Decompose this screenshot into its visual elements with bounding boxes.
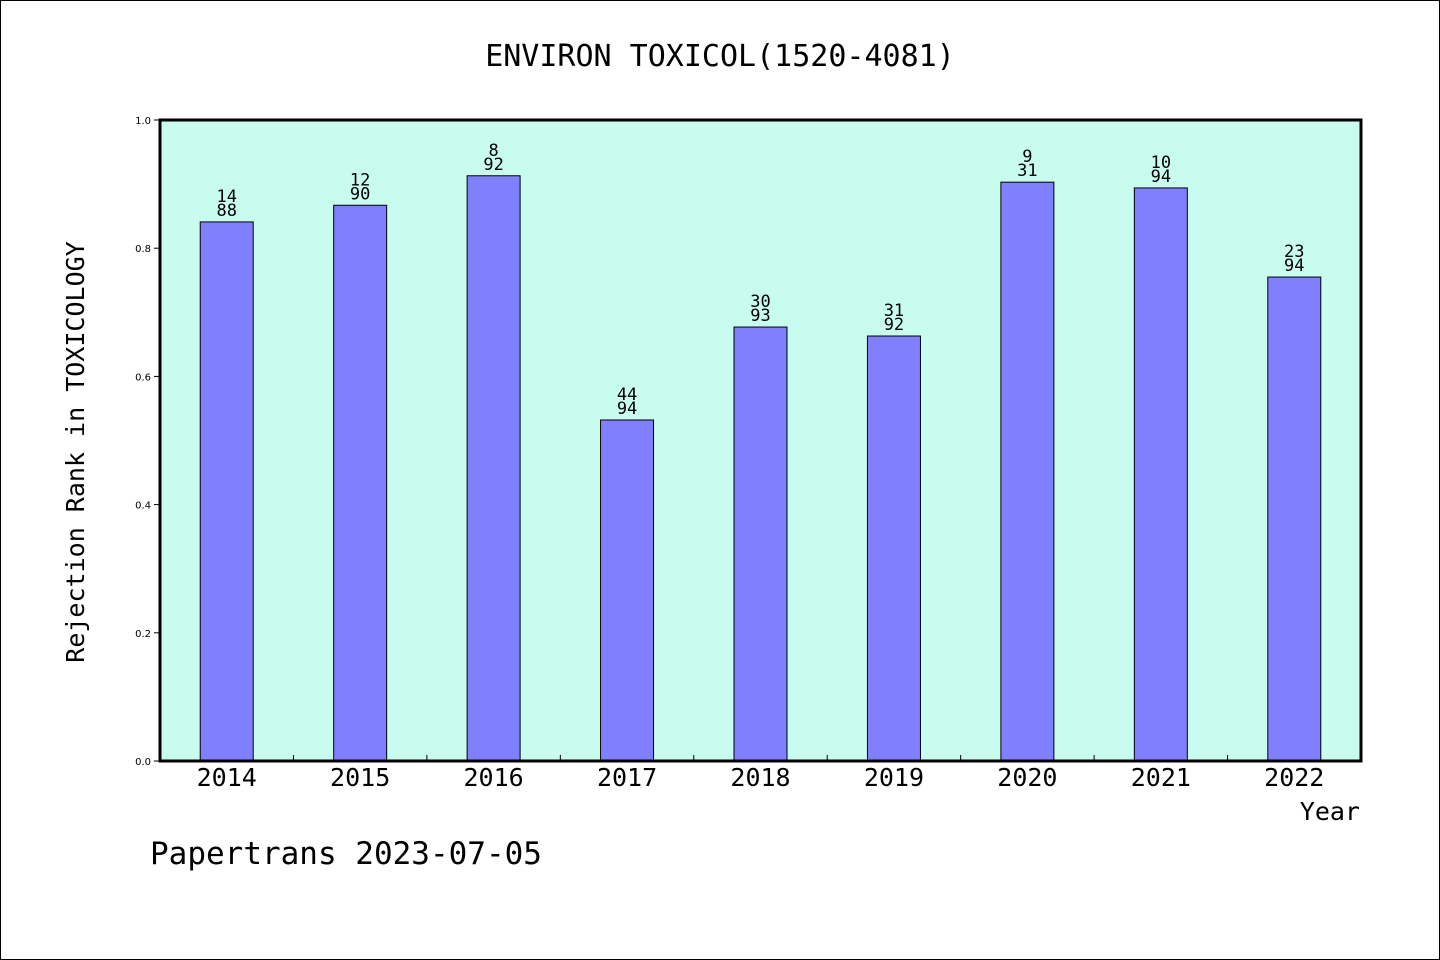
x-tick-label: 2016 [464,763,524,792]
plot-border [158,118,1363,763]
x-axis-label: Year [1300,797,1360,826]
bar-label-top: 9 [1022,147,1032,167]
y-tick-label: 0.0 [135,757,151,768]
bar-label-bottom: 92 [483,155,503,175]
bar-label-top: 10 [1151,153,1171,173]
bar-label-top: 44 [617,385,637,405]
y-tick-label: 0.6 [135,372,151,383]
x-tick-label: 2014 [197,763,257,792]
bar-2019 [866,335,921,762]
bar-label-top: 14 [216,187,236,207]
bar-2017 [600,419,655,762]
bar-label-bottom: 92 [884,315,904,335]
x-tick-label: 2021 [1131,763,1191,792]
bar-label-bottom: 93 [750,306,770,326]
y-tick-label: 0.8 [135,244,151,255]
y-tick-label: 1.0 [135,116,151,127]
bar-2022 [1267,276,1322,762]
chart-title: ENVIRON TOXICOL(1520-4081) [485,39,955,74]
footer-text: Papertrans 2023-07-05 [150,836,542,872]
x-tick-label: 2020 [997,763,1057,792]
x-tick-label: 2015 [330,763,390,792]
labels-group: 1488201412902015892201644942017309320183… [135,116,1324,792]
bar-label-top: 31 [884,301,904,321]
bar-label-top: 30 [750,292,770,312]
bar-2014 [199,221,254,762]
bars-group [199,175,1322,762]
bar-label-top: 23 [1284,242,1304,262]
bar-label-bottom: 88 [216,201,236,221]
y-tick-label: 0.4 [135,501,151,512]
bar-2018 [733,326,788,762]
x-tick-label: 2018 [730,763,790,792]
bar-label-bottom: 31 [1017,161,1037,181]
bar-label-bottom: 94 [1151,167,1171,187]
x-tick-label: 2017 [597,763,657,792]
bar-label-bottom: 94 [1284,256,1304,276]
y-axis-label: Rejection Rank in TOXICOLOGY [61,241,90,662]
bar-2021 [1133,187,1188,762]
x-tick-label: 2022 [1264,763,1324,792]
bar-label-bottom: 94 [617,399,637,419]
y-tick-label: 0.2 [135,629,151,640]
bar-2016 [466,175,521,762]
bar-2020 [1000,181,1055,762]
bar-label-top: 8 [488,141,498,161]
bar-label-bottom: 90 [350,184,370,204]
bar-label-top: 12 [350,170,370,190]
x-tick-label: 2019 [864,763,924,792]
bar-2015 [333,204,388,762]
